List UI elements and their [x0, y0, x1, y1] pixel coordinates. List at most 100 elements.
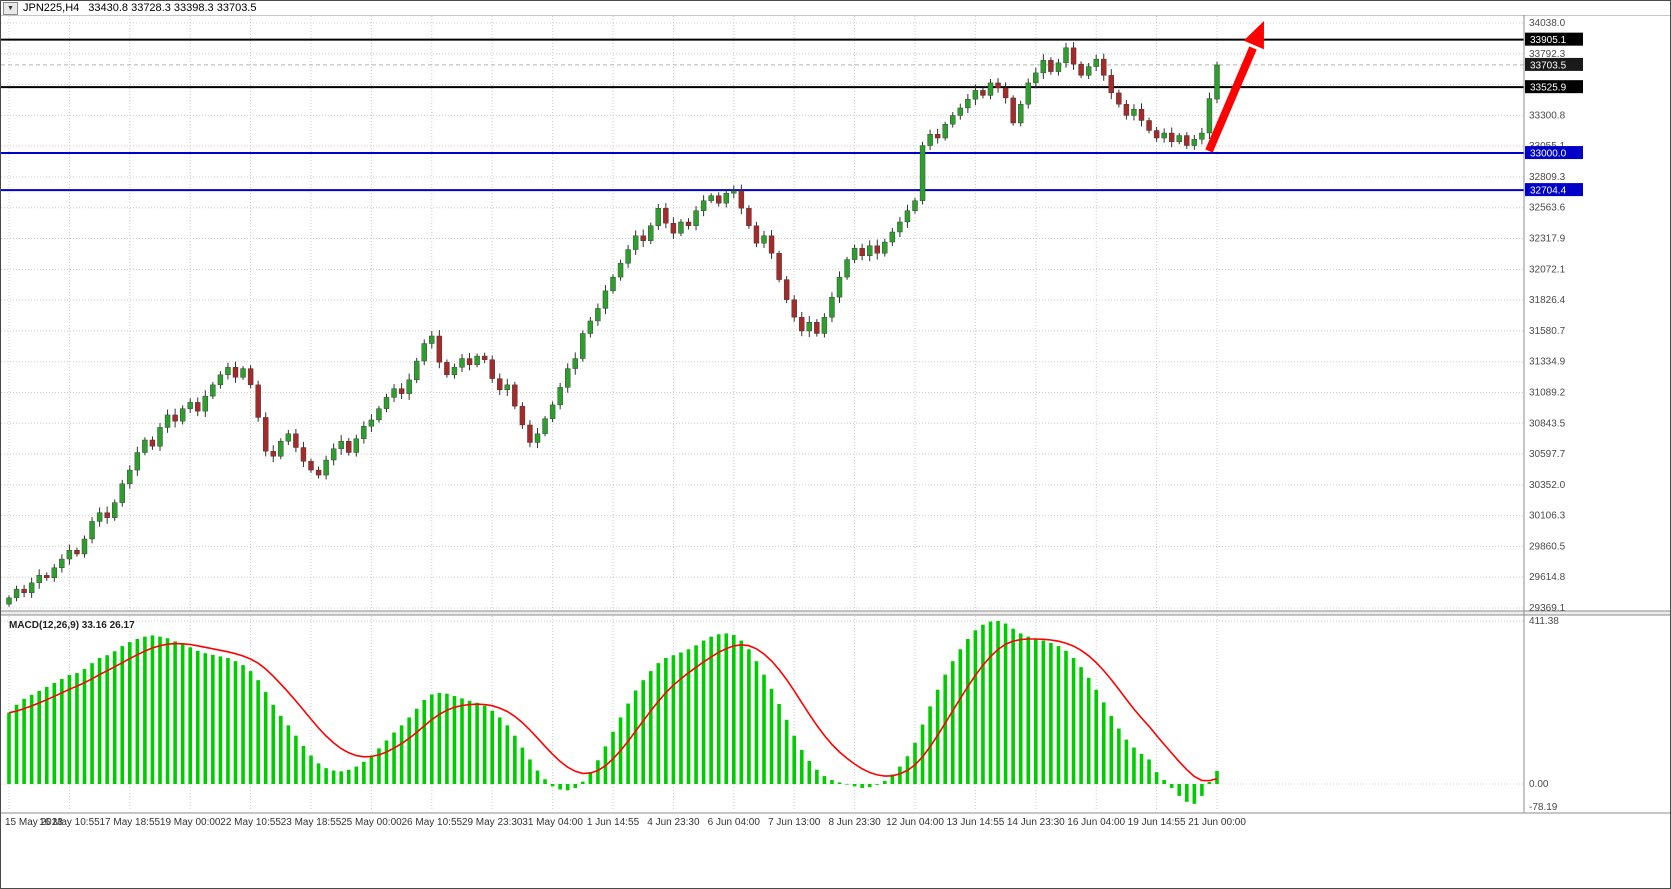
macd-bar — [211, 654, 215, 784]
candle-body — [731, 190, 737, 194]
macd-bar — [535, 770, 540, 784]
macd-bar — [143, 636, 147, 784]
macd-bar — [520, 747, 525, 784]
candle-body — [1214, 64, 1220, 100]
macd-bar — [1049, 642, 1053, 784]
macd-bar — [180, 644, 185, 784]
candle-body — [678, 221, 684, 234]
macd-bar — [528, 759, 532, 784]
macd-bar — [762, 674, 766, 784]
macd-bar — [1064, 650, 1068, 784]
macd-bar — [1154, 772, 1159, 784]
candle-body — [1093, 58, 1099, 67]
macd-bar — [1215, 770, 1219, 784]
candle-body — [534, 433, 541, 443]
time-axis-label: 29 May 23:30 — [462, 817, 523, 828]
macd-bar — [460, 698, 464, 784]
price-tick-label: 31580.7 — [1529, 326, 1566, 337]
price-tick-label: 31334.9 — [1529, 357, 1566, 368]
candle-body — [670, 223, 677, 234]
macd-bar — [346, 769, 351, 784]
time-axis-label: 21 Jun 00:00 — [1188, 817, 1246, 828]
candle-body — [934, 134, 941, 139]
macd-bar — [981, 624, 985, 784]
time-axis-label: 6 Jun 04:00 — [708, 817, 761, 828]
candle-body — [240, 368, 246, 378]
candle-body — [414, 360, 420, 381]
macd-tick-label: -78.19 — [1529, 802, 1558, 813]
price-tick-label: 31089.2 — [1529, 387, 1566, 398]
candle-body — [119, 483, 125, 503]
macd-bar — [22, 698, 26, 784]
chart-menu-icon[interactable]: ▼ — [3, 1, 18, 15]
macd-bar — [286, 725, 291, 784]
macd-bar — [1011, 628, 1015, 784]
macd-bar — [369, 755, 374, 784]
candle-body — [315, 469, 322, 476]
macd-bar — [792, 735, 796, 784]
candle-body — [104, 512, 110, 518]
macd-bar — [815, 769, 819, 784]
candle-body — [889, 231, 896, 243]
macd-bar — [558, 784, 562, 790]
macd-bar — [973, 630, 978, 784]
macd-bar — [724, 633, 729, 784]
candle-body — [164, 414, 171, 428]
candle-body — [134, 452, 141, 471]
macd-bar — [437, 692, 442, 784]
macd-bar — [694, 645, 698, 784]
macd-bar — [1169, 784, 1174, 788]
candle-body — [965, 98, 971, 109]
macd-bar — [233, 661, 238, 784]
candle-body — [21, 588, 27, 594]
candle-body — [195, 402, 201, 412]
macd-bar — [1177, 784, 1182, 796]
time-axis-label: 1 Jun 14:55 — [587, 817, 640, 828]
macd-bar — [279, 715, 283, 784]
macd-bar — [550, 784, 555, 787]
chart-symbol-period: JPN225,H4 — [23, 2, 80, 14]
macd-bar — [203, 653, 208, 784]
macd-bar — [837, 782, 842, 784]
macd-bar — [920, 724, 925, 784]
macd-bar — [656, 663, 661, 784]
candle-body — [897, 221, 903, 233]
macd-bar — [29, 694, 34, 784]
macd-bar — [422, 699, 427, 784]
candle-body — [28, 582, 35, 594]
candle-body — [557, 387, 563, 406]
candle-body — [791, 299, 797, 318]
candle-body — [436, 335, 443, 363]
macd-bar — [732, 635, 736, 784]
candle-body — [595, 308, 601, 322]
macd-bar — [309, 755, 313, 784]
macd-bar — [1041, 640, 1046, 784]
price-tag-label: 33000.0 — [1530, 149, 1567, 160]
candle-body — [232, 367, 239, 378]
macd-bar — [445, 693, 449, 784]
panel-divider[interactable] — [1, 611, 1671, 615]
price-tag-box — [1525, 80, 1583, 94]
candle-body — [1010, 97, 1016, 124]
time-axis-label: 16 Jun 04:00 — [1067, 817, 1125, 828]
price-tag-label: 32704.4 — [1530, 186, 1567, 197]
candle-body — [1123, 103, 1130, 116]
candle-body — [66, 550, 73, 560]
macd-bar — [150, 635, 155, 784]
macd-bar — [633, 690, 638, 784]
macd-bar — [777, 703, 781, 784]
macd-bar — [475, 702, 479, 784]
candle-body — [406, 379, 412, 394]
macd-bar — [82, 669, 87, 784]
price-tick-label: 30597.7 — [1529, 449, 1566, 460]
candle-body — [96, 512, 103, 522]
macd-bar — [1192, 784, 1197, 804]
macd-bar — [950, 661, 955, 784]
horizontal-level-lines[interactable] — [1, 38, 1524, 192]
macd-bar — [1117, 728, 1121, 784]
macd-bar — [263, 692, 268, 784]
candle-body — [519, 405, 526, 426]
macd-bar — [256, 680, 260, 784]
macd-bar — [679, 652, 683, 784]
